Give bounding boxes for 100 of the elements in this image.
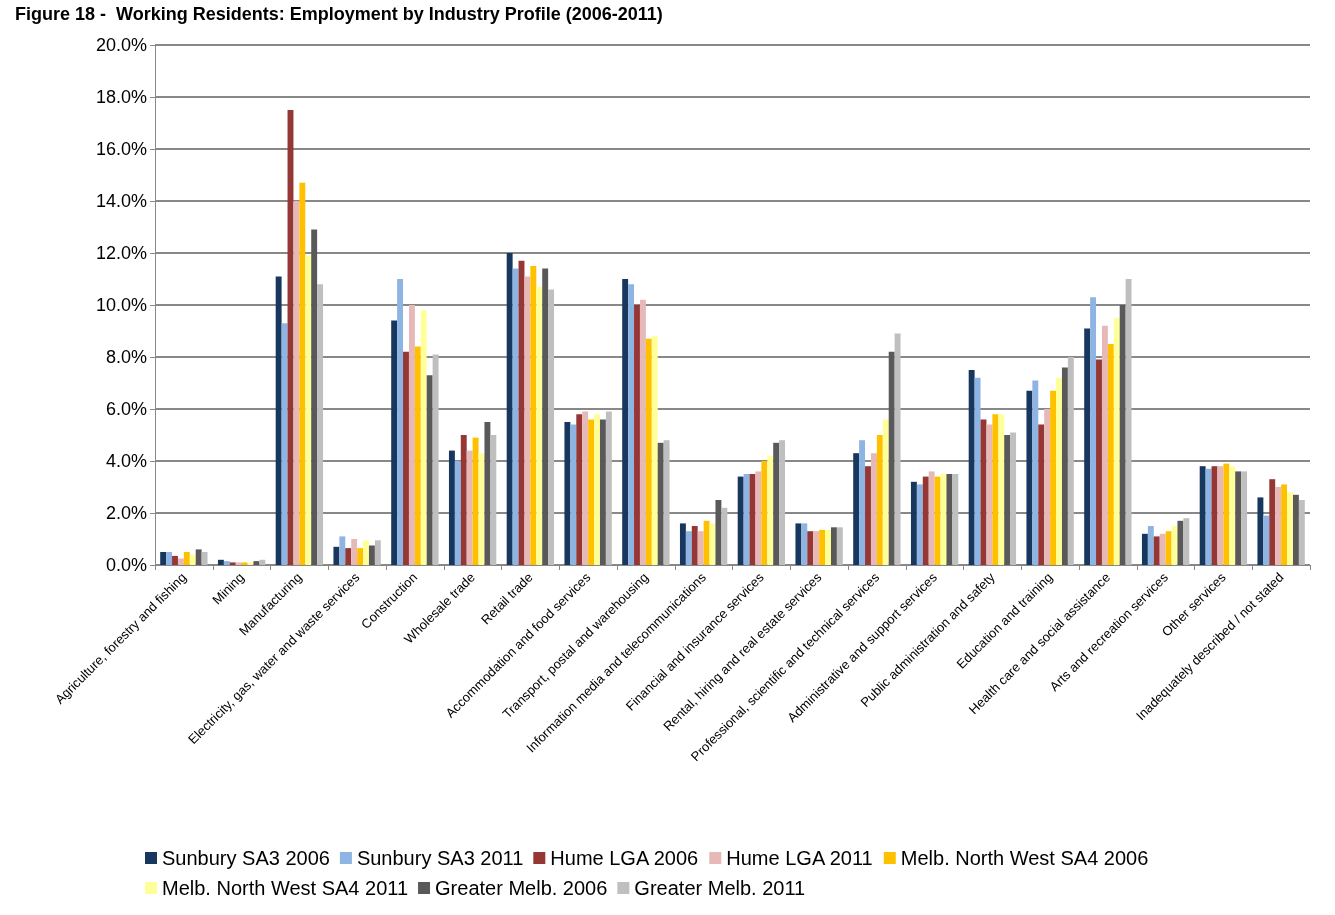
bar bbox=[223, 561, 230, 565]
bar bbox=[1159, 533, 1166, 565]
bar bbox=[484, 422, 491, 565]
bar bbox=[605, 411, 612, 565]
bar bbox=[1199, 466, 1206, 565]
bar bbox=[536, 286, 543, 565]
bar bbox=[1125, 279, 1132, 565]
bar bbox=[1113, 318, 1120, 565]
legend-label: Melb. North West SA4 2011 bbox=[162, 877, 409, 899]
bar bbox=[1298, 500, 1305, 565]
bar bbox=[217, 559, 224, 565]
legend-label: Sunbury SA3 2011 bbox=[356, 847, 524, 869]
bar bbox=[1153, 536, 1160, 565]
bar bbox=[836, 527, 843, 565]
bar bbox=[1061, 367, 1068, 565]
bar bbox=[1084, 328, 1091, 565]
bar bbox=[986, 424, 993, 565]
bar bbox=[1287, 492, 1293, 565]
bar bbox=[1026, 390, 1033, 565]
y-tick-label: 4.0% bbox=[105, 451, 147, 471]
bar bbox=[888, 351, 895, 565]
bar bbox=[761, 461, 768, 565]
bar bbox=[275, 276, 282, 565]
bar bbox=[391, 320, 398, 565]
bar bbox=[1217, 466, 1224, 565]
bar bbox=[974, 377, 981, 565]
bar bbox=[317, 284, 324, 565]
bar bbox=[247, 562, 254, 565]
bar bbox=[825, 529, 831, 565]
bar bbox=[403, 351, 409, 565]
bar bbox=[657, 442, 664, 565]
bar bbox=[576, 414, 583, 565]
bar bbox=[293, 201, 300, 565]
bar bbox=[1090, 297, 1097, 565]
legend-label: Hume LGA 2006 bbox=[550, 847, 699, 869]
y-tick-label: 14.0% bbox=[95, 191, 147, 211]
bar bbox=[530, 266, 537, 565]
bar bbox=[512, 268, 519, 565]
bar bbox=[183, 552, 190, 565]
bar bbox=[928, 471, 935, 565]
bar bbox=[397, 279, 404, 565]
bar bbox=[1119, 305, 1126, 565]
bar bbox=[177, 558, 184, 565]
bar bbox=[779, 440, 786, 565]
bar bbox=[160, 552, 167, 565]
y-tick-label: 2.0% bbox=[105, 503, 147, 523]
bar bbox=[460, 435, 467, 565]
bar bbox=[998, 414, 1005, 565]
y-tick-label: 16.0% bbox=[95, 139, 147, 159]
bar bbox=[414, 346, 421, 565]
bar bbox=[253, 561, 260, 565]
bar bbox=[1235, 471, 1242, 565]
legend-label: Melb. North West SA4 2006 bbox=[900, 847, 1149, 869]
chart-title: Figure 18 - Working Residents: Employment by Industry Profile (2006-2011) bbox=[15, 4, 663, 24]
bar bbox=[1263, 515, 1270, 565]
bar bbox=[968, 370, 975, 565]
legend-label: Greater Melb. 2011 bbox=[634, 877, 806, 899]
bar bbox=[1275, 487, 1282, 565]
bar bbox=[946, 474, 953, 565]
bar bbox=[299, 182, 306, 565]
bar bbox=[1257, 497, 1264, 565]
bar bbox=[767, 455, 774, 565]
bar bbox=[241, 562, 248, 565]
bar bbox=[229, 562, 236, 565]
bar bbox=[201, 552, 208, 565]
bar bbox=[715, 500, 722, 565]
bar bbox=[333, 546, 340, 565]
bar bbox=[357, 548, 364, 565]
bar bbox=[773, 442, 780, 565]
bar bbox=[685, 531, 692, 565]
bar bbox=[351, 539, 358, 565]
bar bbox=[588, 419, 595, 565]
bar bbox=[703, 520, 710, 565]
bar bbox=[651, 336, 658, 565]
bar bbox=[1183, 518, 1190, 565]
bar bbox=[1096, 359, 1102, 565]
bar bbox=[1241, 471, 1248, 565]
bar bbox=[432, 354, 439, 565]
bar bbox=[599, 419, 606, 565]
bar bbox=[259, 559, 266, 565]
bar bbox=[548, 289, 555, 565]
bar bbox=[1165, 531, 1172, 565]
y-tick-label: 6.0% bbox=[105, 399, 147, 419]
bar bbox=[922, 476, 929, 565]
bar bbox=[819, 529, 826, 565]
bar bbox=[755, 471, 762, 565]
bar bbox=[1269, 479, 1276, 565]
bar bbox=[1038, 424, 1045, 565]
bar bbox=[737, 476, 744, 565]
bar bbox=[454, 461, 461, 565]
bar bbox=[235, 562, 242, 565]
bar bbox=[1281, 484, 1288, 565]
bar bbox=[870, 453, 877, 565]
bar bbox=[721, 507, 728, 565]
bar bbox=[853, 453, 860, 565]
bar bbox=[952, 474, 959, 565]
bar bbox=[594, 414, 600, 565]
bar bbox=[639, 299, 646, 565]
legend-label: Hume LGA 2011 bbox=[726, 847, 873, 869]
bar bbox=[830, 527, 837, 565]
